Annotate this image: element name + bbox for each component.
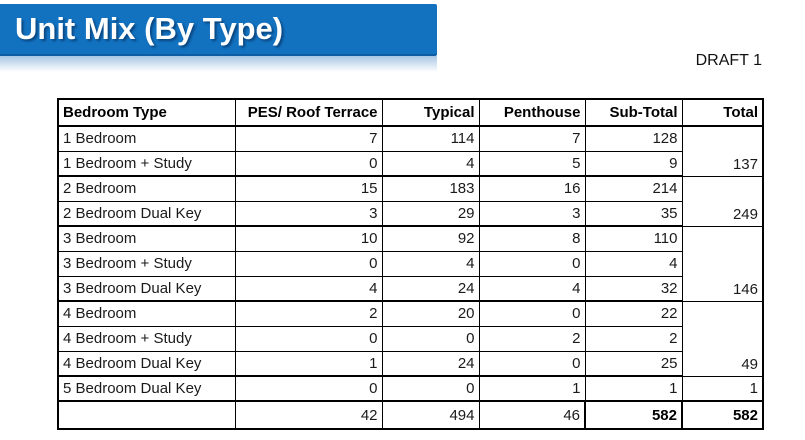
footer-sum-cell: 46 bbox=[478, 400, 586, 430]
bedroom-type-cell: 4 Bedroom + Study bbox=[57, 325, 236, 352]
bedroom-type-cell: 4 Bedroom Dual Key bbox=[57, 350, 236, 377]
footer-sum-cell bbox=[57, 400, 236, 430]
count-cell: 0 bbox=[478, 300, 586, 327]
count-cell: 25 bbox=[584, 350, 683, 377]
bedroom-type-cell: 5 Bedroom Dual Key bbox=[57, 375, 236, 402]
group-total-cell: 137 bbox=[681, 125, 764, 177]
table-row: 4 Bedroom 2 20 0 22 49 bbox=[57, 300, 764, 377]
footer-sum-cell: 494 bbox=[381, 400, 480, 430]
count-cell: 20 bbox=[381, 300, 480, 327]
column-header-bedroom-type: Bedroom Type bbox=[57, 98, 236, 127]
column-header-typical: Typical bbox=[381, 98, 480, 127]
table-header-row: Bedroom Type PES/ Roof Terrace Typical Pent… bbox=[57, 98, 764, 127]
count-cell: 24 bbox=[381, 350, 480, 377]
count-cell: 110 bbox=[584, 225, 683, 252]
count-cell: 0 bbox=[381, 375, 480, 402]
bedroom-type-cell: 3 Bedroom bbox=[57, 225, 236, 252]
column-header-pes-roof-terrace: PES/ Roof Terrace bbox=[234, 98, 383, 127]
group-total-cell: 1 bbox=[681, 375, 764, 402]
count-cell: 0 bbox=[381, 325, 480, 352]
count-cell: 0 bbox=[478, 350, 586, 377]
count-cell: 4 bbox=[234, 275, 383, 302]
count-cell: 4 bbox=[584, 250, 683, 277]
column-header-penthouse: Penthouse bbox=[478, 98, 586, 127]
grand-total-cell: 582 bbox=[584, 400, 683, 430]
table-row: 2 Bedroom 15 183 16 214 249 bbox=[57, 175, 764, 227]
count-cell: 8 bbox=[478, 225, 586, 252]
count-cell: 3 bbox=[234, 200, 383, 227]
group-total-cell: 249 bbox=[681, 175, 764, 227]
table-row: 4 Bedroom + Study 0 0 2 2 bbox=[57, 325, 763, 352]
count-cell: 1 bbox=[584, 375, 683, 402]
count-cell: 4 bbox=[381, 150, 480, 177]
count-cell: 214 bbox=[584, 175, 683, 202]
count-cell: 114 bbox=[381, 125, 480, 152]
count-cell: 10 bbox=[234, 225, 383, 252]
grand-total-cell: 582 bbox=[681, 400, 764, 430]
title-banner: Unit Mix (By Type) bbox=[0, 4, 437, 56]
table-row: 1 Bedroom + Study 0 4 5 9 bbox=[57, 150, 763, 177]
count-cell: 7 bbox=[478, 125, 586, 152]
count-cell: 0 bbox=[234, 375, 383, 402]
count-cell: 16 bbox=[478, 175, 586, 202]
table-row: 2 Bedroom Dual Key 3 29 3 35 bbox=[57, 200, 763, 227]
count-cell: 0 bbox=[234, 150, 383, 177]
count-cell: 0 bbox=[234, 250, 383, 277]
grand-total-row: 42 494 46 582 582 bbox=[57, 400, 764, 430]
count-cell: 1 bbox=[478, 375, 586, 402]
table-row: 1 Bedroom 7 114 7 128 137 bbox=[57, 125, 764, 177]
count-cell: 183 bbox=[381, 175, 480, 202]
table-row: 4 Bedroom Dual Key 1 24 0 25 bbox=[57, 350, 763, 377]
bedroom-type-cell: 2 Bedroom bbox=[57, 175, 236, 202]
count-cell: 128 bbox=[584, 125, 683, 152]
footer-sum-cell: 42 bbox=[234, 400, 383, 430]
bedroom-type-cell: 3 Bedroom Dual Key bbox=[57, 275, 236, 302]
count-cell: 15 bbox=[234, 175, 383, 202]
count-cell: 3 bbox=[478, 200, 586, 227]
count-cell: 22 bbox=[584, 300, 683, 327]
group-total-cell: 49 bbox=[681, 300, 764, 377]
unit-mix-table: Bedroom Type PES/ Roof Terrace Typical Pent… bbox=[57, 98, 764, 430]
count-cell: 1 bbox=[234, 350, 383, 377]
count-cell: 5 bbox=[478, 150, 586, 177]
count-cell: 4 bbox=[478, 275, 586, 302]
column-header-total: Total bbox=[681, 98, 764, 127]
count-cell: 32 bbox=[584, 275, 683, 302]
table-row: 5 Bedroom Dual Key 0 0 1 1 1 bbox=[57, 375, 764, 402]
banner-shadow bbox=[0, 56, 437, 72]
count-cell: 0 bbox=[234, 325, 383, 352]
count-cell: 9 bbox=[584, 150, 683, 177]
bedroom-type-cell: 3 Bedroom + Study bbox=[57, 250, 236, 277]
group-total-cell: 146 bbox=[681, 225, 764, 302]
count-cell: 4 bbox=[381, 250, 480, 277]
table-row: 3 Bedroom Dual Key 4 24 4 32 bbox=[57, 275, 763, 302]
count-cell: 35 bbox=[584, 200, 683, 227]
count-cell: 2 bbox=[584, 325, 683, 352]
count-cell: 24 bbox=[381, 275, 480, 302]
table-row: 3 Bedroom 10 92 8 110 146 bbox=[57, 225, 764, 302]
count-cell: 0 bbox=[478, 250, 586, 277]
count-cell: 2 bbox=[234, 300, 383, 327]
count-cell: 92 bbox=[381, 225, 480, 252]
bedroom-type-cell: 4 Bedroom bbox=[57, 300, 236, 327]
count-cell: 7 bbox=[234, 125, 383, 152]
bedroom-type-cell: 1 Bedroom + Study bbox=[57, 150, 236, 177]
page-title: Unit Mix (By Type) bbox=[15, 11, 284, 46]
count-cell: 29 bbox=[381, 200, 480, 227]
draft-label: DRAFT 1 bbox=[695, 52, 762, 69]
bedroom-type-cell: 1 Bedroom bbox=[57, 125, 236, 152]
table-row: 3 Bedroom + Study 0 4 0 4 bbox=[57, 250, 763, 277]
column-header-sub-total: Sub-Total bbox=[584, 98, 683, 127]
bedroom-type-cell: 2 Bedroom Dual Key bbox=[57, 200, 236, 227]
count-cell: 2 bbox=[478, 325, 586, 352]
